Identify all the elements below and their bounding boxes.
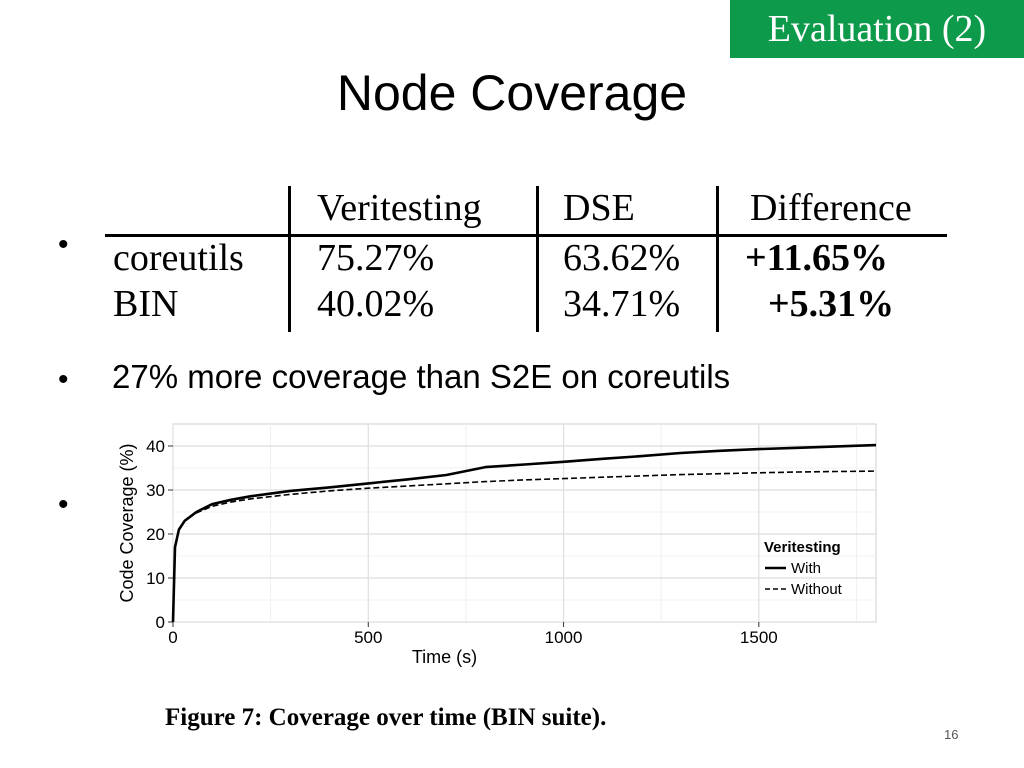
legend-title: Veritesting [764,539,841,556]
x-tick-label: 0 [168,628,177,647]
bullet-marker: • [58,228,69,261]
bullet-text: 27% more coverage than S2E on coreutils [112,358,731,395]
table-cell: 63.62% [563,237,681,279]
bullet-marker: • [58,488,69,521]
table-row-label: coreutils [113,237,244,279]
section-badge: Evaluation (2) [730,0,1024,58]
x-axis-label: Time (s) [412,647,477,667]
table-column-rule [288,186,291,332]
table-cell: 75.27% [317,237,435,279]
table-cell: 34.71% [563,283,681,325]
table-header-difference: Difference [750,187,912,229]
y-tick-label: 0 [156,613,165,632]
y-tick-label: 30 [146,481,165,500]
y-tick-label: 10 [146,569,165,588]
table-cell-difference: +5.31% [768,283,895,325]
plot-area [172,423,877,623]
legend-label: Without [791,581,843,598]
figure-caption: Figure 7: Coverage over time (BIN suite)… [165,704,607,731]
x-tick-label: 1500 [740,628,778,647]
table-header-rule [105,234,947,237]
slide-title: Node Coverage [336,65,688,121]
y-tick-label: 20 [146,525,165,544]
table-column-rule [536,186,539,332]
x-tick-label: 1000 [545,628,583,647]
bullet-marker: • [58,363,69,396]
series-line-without [172,470,877,623]
table-header-dse: DSE [563,187,635,229]
x-tick-label: 500 [354,628,382,647]
table-cell: 40.02% [317,283,435,325]
table-column-rule [716,186,719,332]
legend-label: With [791,560,821,577]
page-number: 16 [944,727,959,742]
chart-legend: Veritesting With Without [764,539,843,598]
table-cell-difference: +11.65% [745,237,889,279]
y-tick-label: 40 [146,437,165,456]
table-header-veritesting: Veritesting [317,187,482,229]
y-axis-label: Code Coverage (%) [117,443,137,602]
series-line-with [171,443,877,623]
table-row-label: BIN [113,283,179,325]
